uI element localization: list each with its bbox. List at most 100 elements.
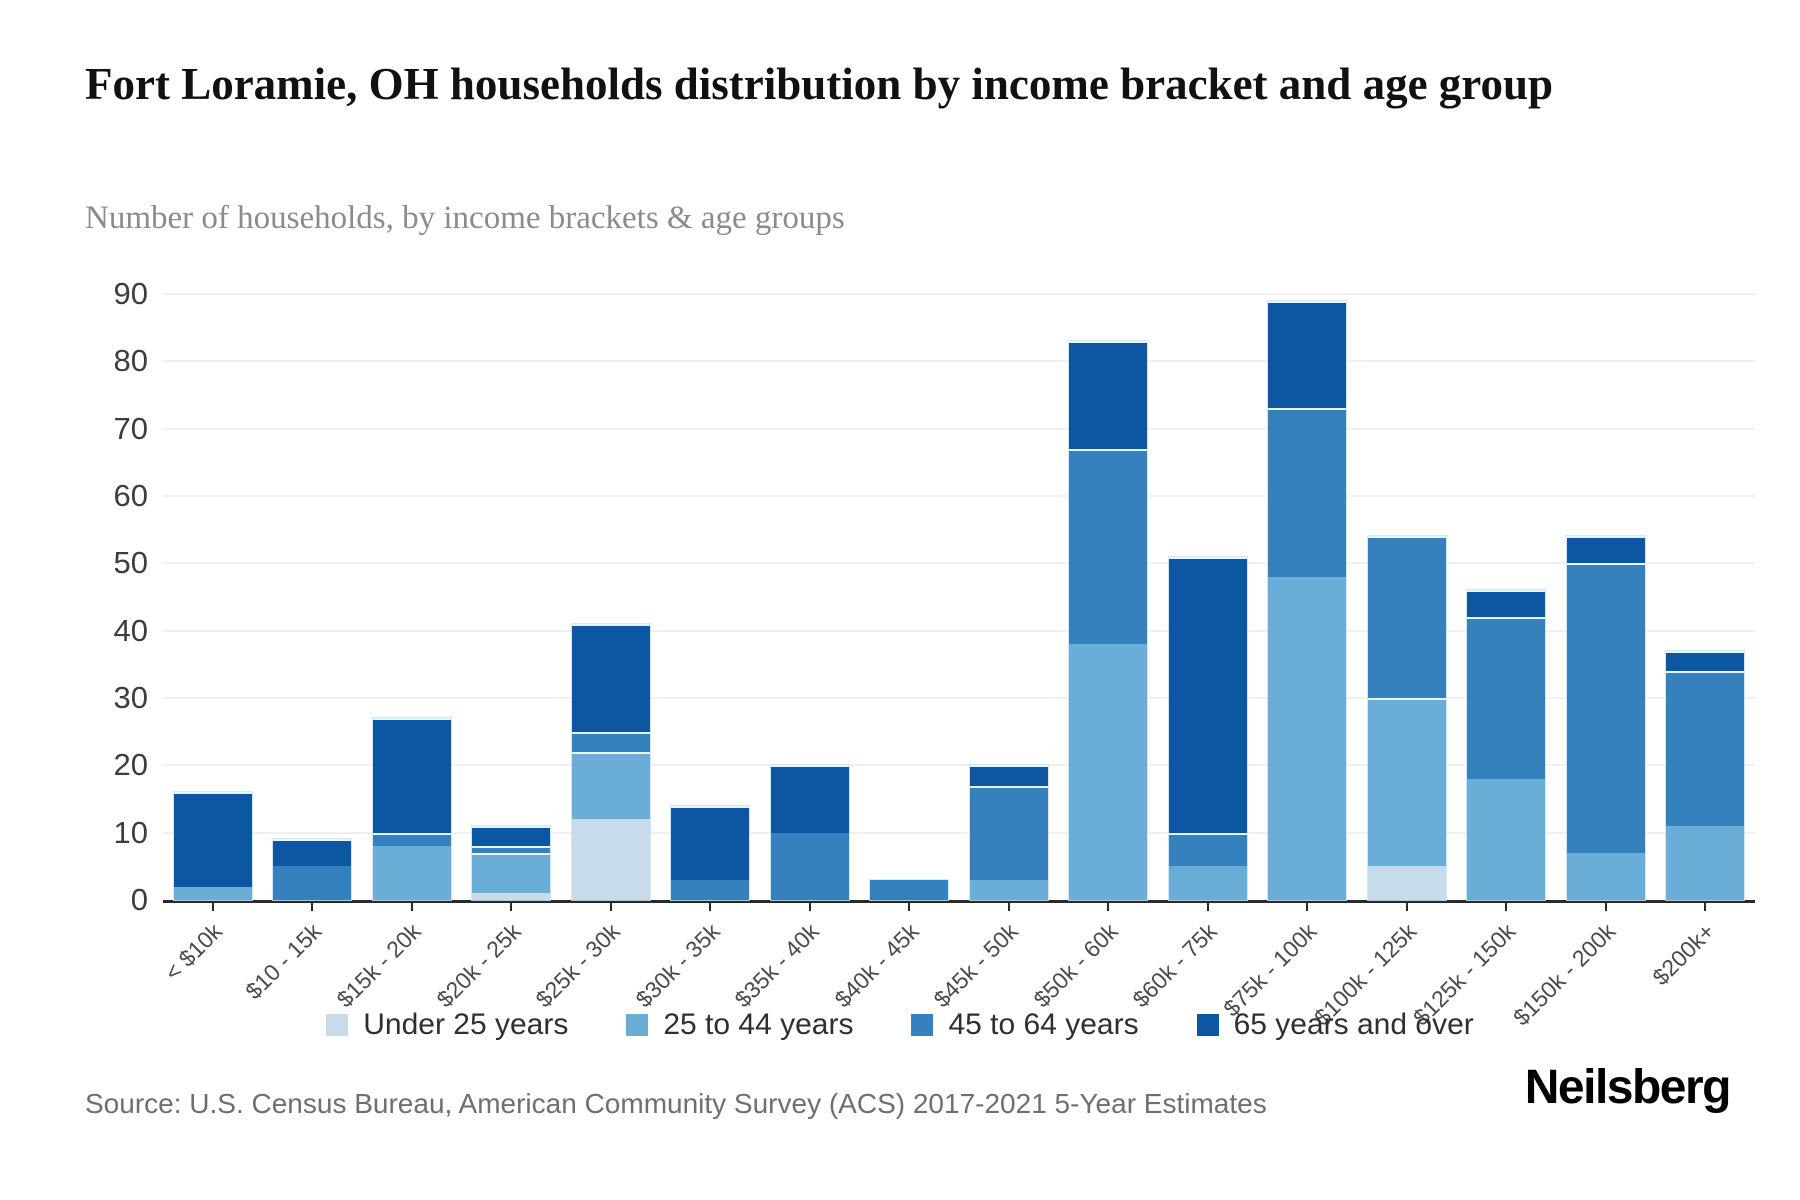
x-axis-tick-label: $35k - 40k [729, 918, 825, 1013]
bar-segment[interactable] [770, 832, 849, 900]
legend-label: 45 to 64 years [948, 1008, 1139, 1041]
bar-segment[interactable] [372, 718, 451, 833]
bar-segment[interactable] [1566, 563, 1645, 853]
bar-segment[interactable] [1566, 852, 1645, 900]
bar-segment[interactable] [1069, 341, 1148, 449]
y-axis-tick-label: 50 [113, 545, 148, 581]
legend-item[interactable]: 45 to 64 years [911, 1008, 1139, 1042]
x-axis-tick [1405, 903, 1408, 911]
bar-$60k - 75k [1168, 556, 1247, 900]
x-axis-tick [1007, 903, 1010, 911]
bar-$125k - 150k [1467, 590, 1546, 900]
y-axis-tick-label: 0 [130, 882, 148, 917]
legend-swatch [626, 1014, 649, 1036]
bar-segment[interactable] [173, 792, 252, 887]
bar-segment[interactable] [1367, 536, 1446, 698]
bar-segment[interactable] [571, 731, 650, 752]
bar-segment[interactable] [571, 751, 650, 820]
bar-$45k - 50k [969, 765, 1048, 900]
x-axis-tick [311, 903, 314, 911]
bar-segment[interactable] [969, 765, 1048, 786]
bar-$40k - 45k [870, 879, 949, 900]
legend-label: Under 25 years [363, 1008, 569, 1041]
x-axis-tick-label: $75k - 100k [1218, 918, 1322, 1022]
gridline [163, 831, 1755, 834]
legend-swatch [1196, 1014, 1219, 1036]
brand-logo: Neilsberg [1524, 1061, 1732, 1114]
x-axis-tick-label: $15k - 20k [331, 918, 427, 1013]
x-axis-tick [709, 903, 712, 911]
bar-segment[interactable] [1467, 590, 1546, 618]
bar-segment[interactable] [472, 846, 551, 853]
chart-legend: Under 25 years 25 to 44 years 45 to 64 yea… [0, 1008, 1800, 1042]
x-axis-tick [908, 903, 911, 911]
bar-segment[interactable] [671, 805, 750, 880]
bar-segment[interactable] [1367, 698, 1446, 867]
bar-segment[interactable] [671, 879, 750, 900]
bar-$20k - 25k [472, 825, 551, 900]
y-axis-tick-label: 90 [113, 276, 148, 311]
x-axis-tick-label: $50k - 60k [1028, 918, 1123, 1013]
x-axis-tick [1306, 903, 1309, 911]
x-axis-tick [1704, 903, 1707, 911]
bar-segment[interactable] [1069, 644, 1148, 900]
bar-segment[interactable] [472, 825, 551, 847]
bar-segment[interactable] [1666, 825, 1745, 900]
bar-$25k - 30k [571, 623, 650, 900]
bar-segment[interactable] [1467, 778, 1546, 900]
bar-segment[interactable] [173, 886, 252, 900]
bar-segment[interactable] [571, 819, 650, 900]
legend-item[interactable]: 65 years and over [1196, 1008, 1474, 1042]
bar-segment[interactable] [273, 839, 352, 867]
bar-segment[interactable] [1168, 556, 1247, 833]
source-note: Source: U.S. Census Bureau, American Com… [85, 1088, 1267, 1119]
gridline [163, 293, 1755, 295]
x-axis-tick-label: $10 - 15k [240, 918, 327, 1005]
bar-segment[interactable] [273, 866, 352, 900]
x-axis-tick [1107, 903, 1110, 911]
legend-swatch [326, 1014, 349, 1036]
bar-segment[interactable] [1069, 448, 1148, 645]
bar-segment[interactable] [1268, 576, 1347, 900]
bar-segment[interactable] [571, 623, 650, 732]
legend-swatch [911, 1014, 934, 1036]
gridline [163, 427, 1755, 430]
bar-segment[interactable] [969, 879, 1048, 900]
bar-$35k - 40k [770, 765, 849, 900]
y-axis-tick-label: 60 [113, 478, 148, 513]
y-axis-tick-label: 70 [113, 410, 148, 446]
bar-segment[interactable] [1566, 536, 1645, 564]
x-axis-tick-label: < $10k [159, 918, 228, 986]
legend-item[interactable]: 25 to 44 years [626, 1008, 853, 1042]
x-axis-tick-label: $45k - 50k [928, 918, 1024, 1013]
x-axis-tick [609, 903, 612, 911]
y-axis-tick-label: 80 [113, 343, 148, 379]
x-axis-tick-label: $30k - 35k [630, 918, 725, 1013]
bar-segment[interactable] [472, 852, 551, 894]
bar-segment[interactable] [372, 832, 451, 847]
bar-segment[interactable] [1268, 408, 1347, 577]
bar-segment[interactable] [969, 785, 1048, 880]
legend-label: 25 to 44 years [663, 1008, 854, 1041]
bar-segment[interactable] [1168, 866, 1247, 900]
bar-segment[interactable] [770, 765, 849, 833]
legend-item[interactable]: Under 25 years [326, 1008, 568, 1042]
bar-$75k - 100k [1268, 300, 1347, 900]
x-axis-tick-label: $25k - 30k [530, 918, 626, 1013]
bar-segment[interactable] [1666, 650, 1745, 672]
x-axis-tick [1604, 903, 1607, 911]
plot-area: 0 10 20 30 40 50 60 70 80 90 < $10k $10 - 15k $15k -… [114, 277, 1755, 1030]
bar-segment[interactable] [372, 846, 451, 900]
bar-segment[interactable] [1168, 832, 1247, 867]
x-axis-tick-label: $20k - 25k [431, 918, 526, 1013]
bar-segment[interactable] [472, 893, 551, 900]
gridline [163, 562, 1755, 565]
bar-segment[interactable] [1467, 617, 1546, 779]
legend-label: 65 years and over [1233, 1008, 1474, 1041]
bar-segment[interactable] [1268, 300, 1347, 409]
bar-segment[interactable] [1367, 866, 1446, 900]
y-axis-tick-label: 10 [113, 814, 148, 850]
bar-$50k - 60k [1069, 341, 1148, 900]
bar-segment[interactable] [1666, 671, 1745, 826]
bar-segment[interactable] [870, 879, 949, 900]
